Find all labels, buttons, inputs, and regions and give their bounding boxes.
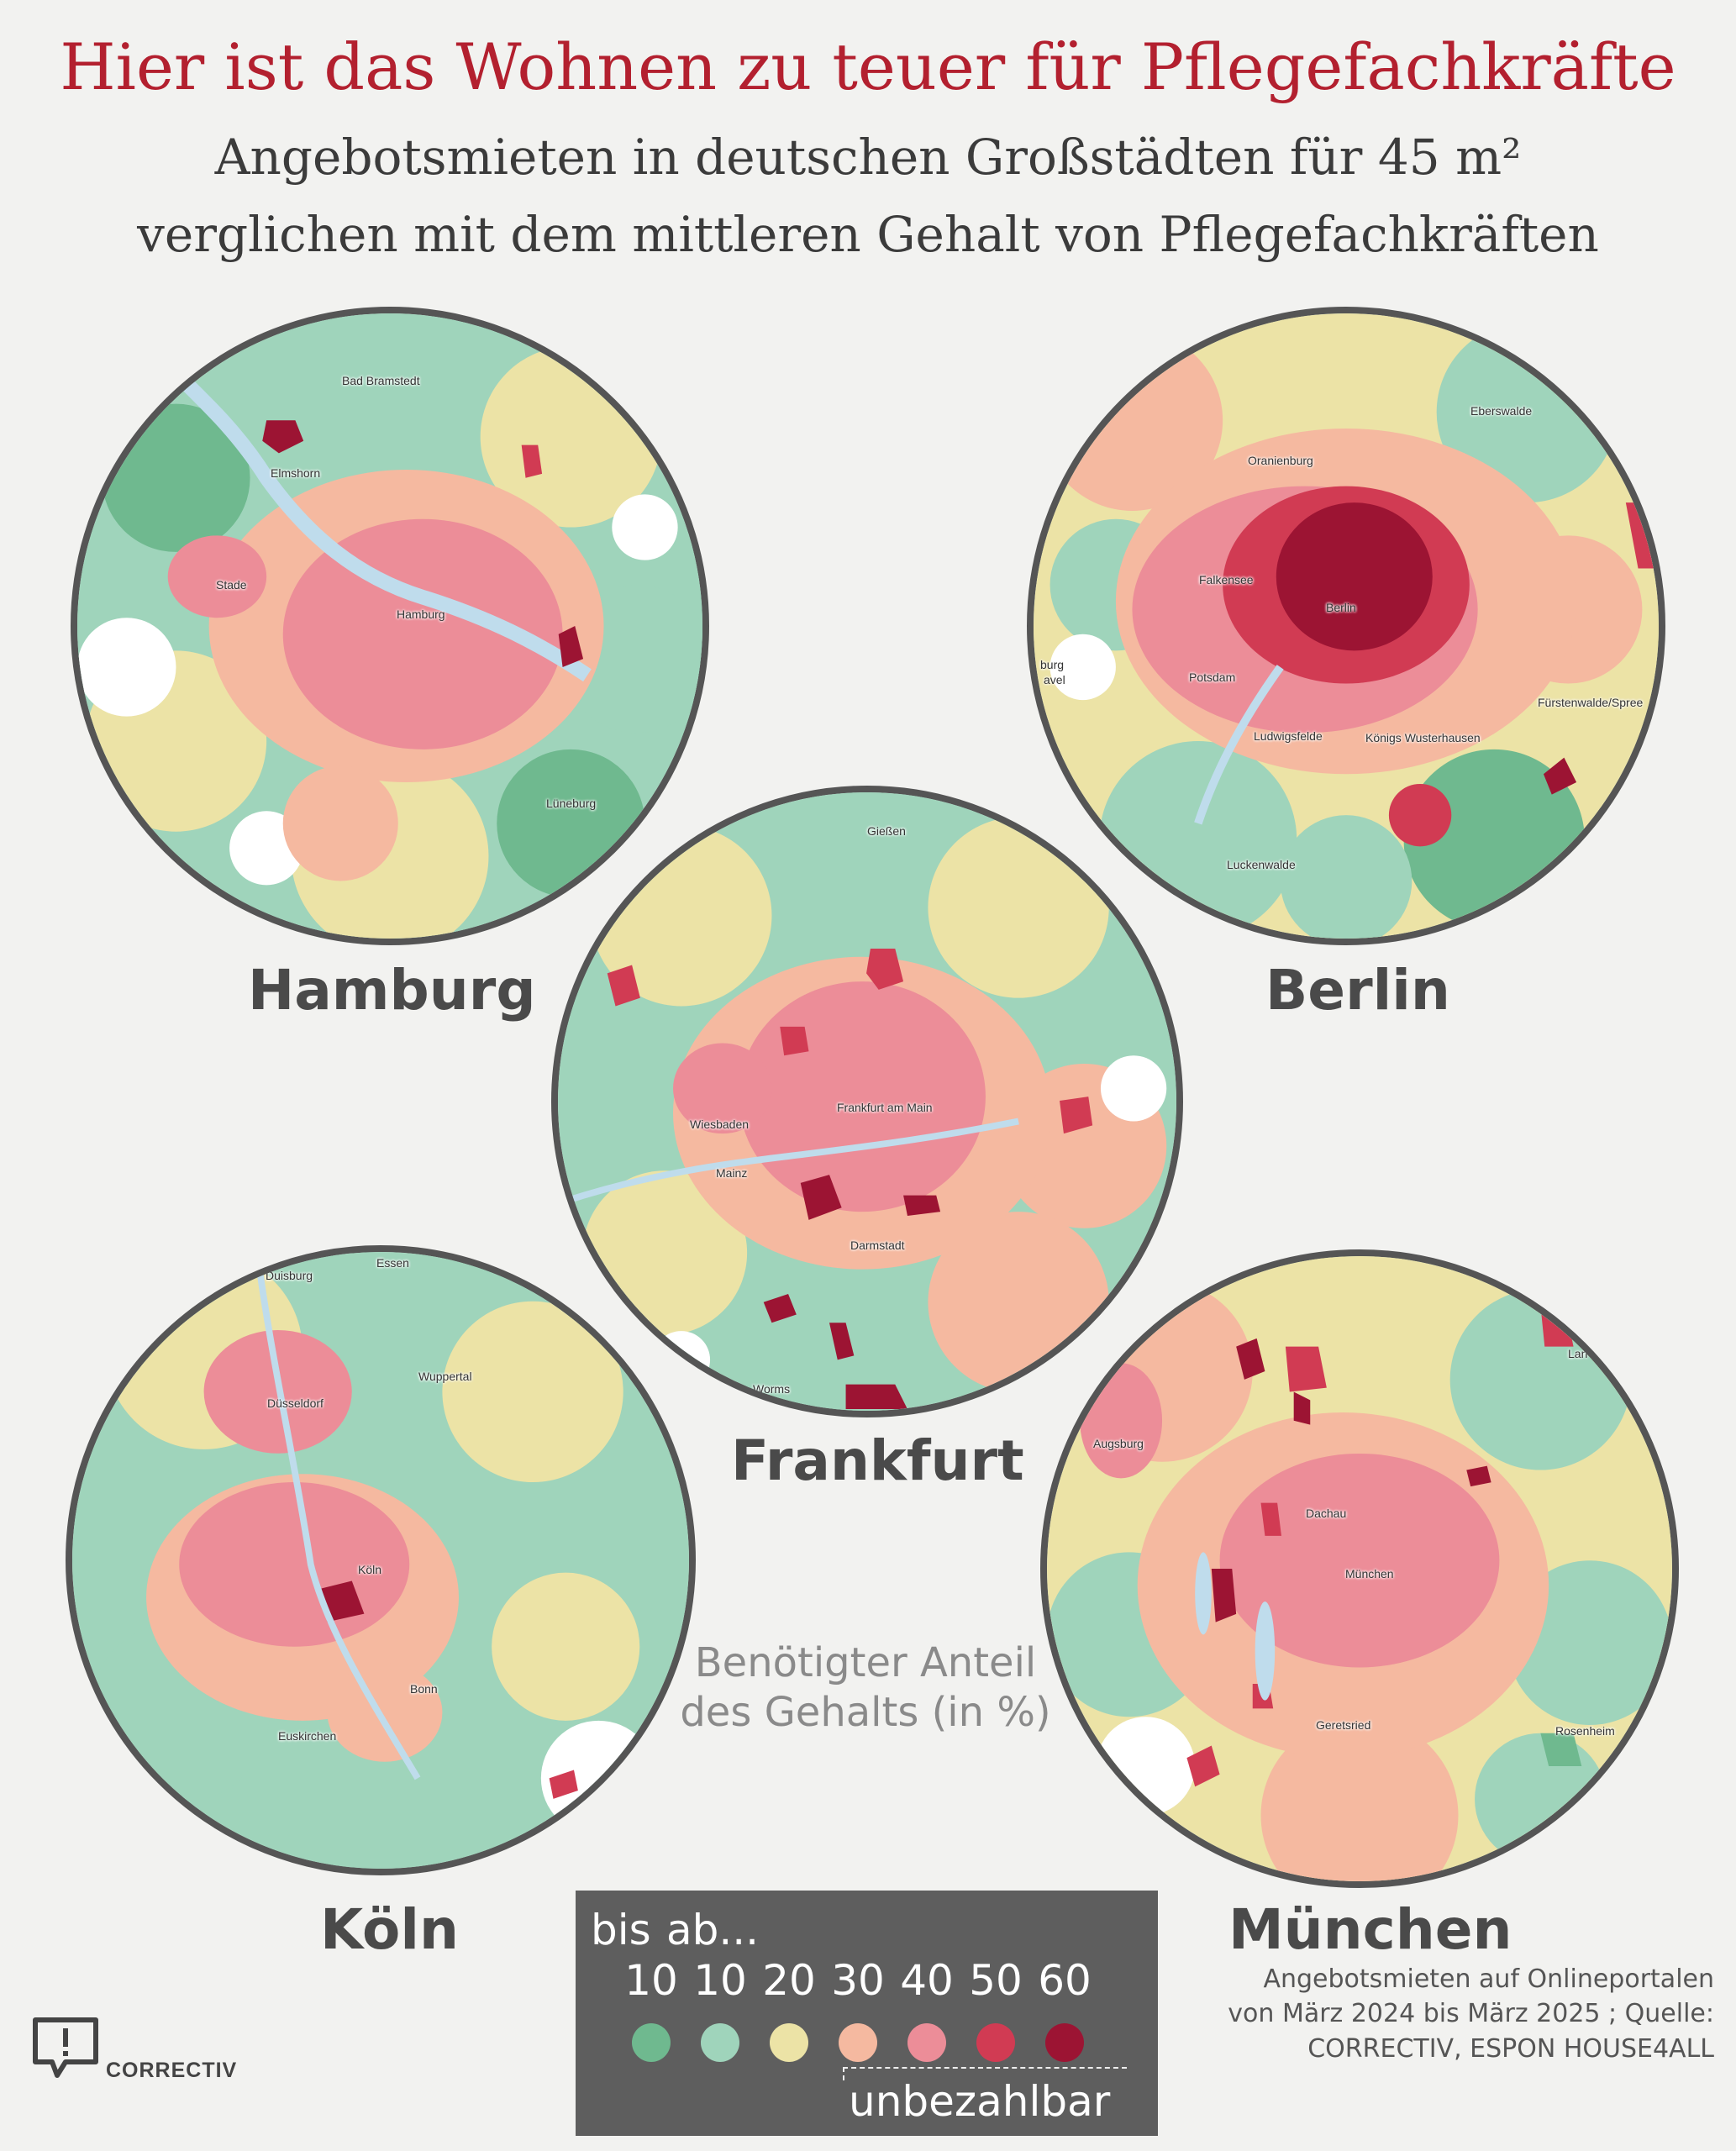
chart-title: Hier ist das Wohnen zu teuer für Pflegef…: [60, 29, 1676, 104]
correctiv-logo-icon: [33, 2017, 98, 2078]
place-label-koeln: Köln: [358, 1563, 382, 1576]
map-hamburg: Bad Bramstedt Elmshorn Stade Hamburg Lün…: [71, 307, 709, 945]
place-label-dachau: Dachau: [1306, 1507, 1347, 1520]
place-label-luckenwalde: Luckenwalde: [1227, 858, 1296, 871]
legend-ab-label: ab...: [666, 1906, 760, 1954]
map-koeln: Duisburg Essen Wuppertal Düsseldorf Köln…: [66, 1245, 696, 1875]
city-label-hamburg: Hamburg: [248, 958, 536, 1023]
chart-subtitle-line-2: verglichen mit dem mittleren Gehalt von …: [137, 206, 1599, 263]
legend-threshold: 50: [969, 1956, 1023, 2005]
muenchen-choropleth: [1047, 1256, 1672, 1881]
place-label-augsburg: Augsburg: [1093, 1437, 1144, 1450]
map-berlin: Eberswalde Oranienburg Falkensee Berlin …: [1027, 307, 1665, 945]
legend-box: bis ab... 10 10 20 30 40 50 60 unbezahlb…: [576, 1891, 1158, 2136]
place-label-wuppertal: Wuppertal: [418, 1370, 472, 1383]
legend-threshold: 40: [900, 1956, 954, 2005]
legend-swatch-from-60: [1045, 2023, 1084, 2062]
map-frankfurt: Gießen Wiesbaden Frankfurt am Main Mainz…: [551, 786, 1183, 1417]
legend-swatch-from-30: [839, 2023, 877, 2062]
legend-swatch-up-to-10: [632, 2023, 671, 2062]
place-label-fuerstenwalde: Fürstenwalde/Spree: [1538, 696, 1644, 709]
legend-heading-line-1: Benötigter Anteil: [694, 1639, 1037, 1686]
place-label-berlin: Berlin: [1326, 601, 1356, 614]
city-label-muenchen: München: [1228, 1897, 1512, 1962]
place-label-elmshorn: Elmshorn: [271, 466, 321, 480]
legend-unaffordable-bracket: [843, 2067, 1127, 2080]
place-label-lan: Lan: [1568, 1347, 1588, 1360]
place-label-worms: Worms: [753, 1382, 791, 1396]
legend-threshold: 10: [693, 1956, 747, 2005]
map-muenchen: Augsburg Lan Dachau München Geretsried R…: [1040, 1249, 1679, 1888]
place-label-avel: avel: [1044, 673, 1065, 686]
place-label-oranienburg: Oranienburg: [1248, 454, 1313, 467]
place-label-muenchen: München: [1345, 1567, 1394, 1580]
legend-heading-line-2: des Gehalts (in %): [680, 1688, 1051, 1736]
place-label-essen: Essen: [376, 1256, 409, 1270]
legend-swatch-from-50: [976, 2023, 1015, 2062]
place-label-euskirchen: Euskirchen: [278, 1729, 337, 1743]
hamburg-choropleth: [77, 313, 702, 939]
place-label-darmstadt: Darmstadt: [850, 1239, 905, 1252]
source-line-2: von März 2024 bis März 2025 ; Quelle:: [1228, 1999, 1714, 2029]
city-label-berlin: Berlin: [1265, 958, 1450, 1023]
place-label-rosenheim: Rosenheim: [1555, 1724, 1615, 1738]
legend-heading: Benötigter Anteil des Gehalts (in %): [613, 1638, 1118, 1737]
place-label-stade: Stade: [216, 578, 247, 592]
city-label-frankfurt: Frankfurt: [731, 1428, 1024, 1493]
place-label-wiesbaden: Wiesbaden: [690, 1118, 750, 1131]
place-label-koenigs-wusterhausen: Königs Wusterhausen: [1365, 731, 1481, 744]
place-label-geretsried: Geretsried: [1316, 1718, 1371, 1732]
source-note: Angebotsmieten auf Onlineportalen von Mä…: [1176, 1962, 1714, 2066]
logo-text: CORRECTIV: [106, 2059, 238, 2082]
place-label-duesseldorf: Düsseldorf: [267, 1396, 324, 1410]
place-label-bad-bramstedt: Bad Bramstedt: [342, 374, 420, 387]
legend-bis-label: bis: [591, 1906, 651, 1954]
legend-threshold: 60: [1038, 1956, 1092, 2005]
place-label-bonn: Bonn: [410, 1682, 438, 1696]
koeln-choropleth: [72, 1252, 689, 1869]
place-label-frankfurt-am-main: Frankfurt am Main: [837, 1101, 933, 1114]
legend-threshold: 30: [831, 1956, 885, 2005]
source-line-1: Angebotsmieten auf Onlineportalen: [1263, 1964, 1714, 1994]
legend-unaffordable-label: unbezahlbar: [849, 2077, 1111, 2126]
berlin-choropleth: [1034, 313, 1659, 939]
place-label-mainz: Mainz: [716, 1166, 748, 1180]
source-line-3: CORRECTIV, ESPON HOUSE4ALL: [1307, 2033, 1714, 2064]
legend-swatch-from-40: [907, 2023, 946, 2062]
legend-swatch-from-20: [770, 2023, 808, 2062]
place-label-giessen: Gießen: [867, 824, 906, 838]
place-label-eberswalde: Eberswalde: [1470, 404, 1533, 418]
place-label-falkensee: Falkensee: [1199, 573, 1254, 586]
legend-threshold: 10: [624, 1956, 678, 2005]
place-label-hamburg: Hamburg: [397, 607, 445, 621]
place-label-duisburg: Duisburg: [266, 1269, 313, 1282]
city-label-koeln: Köln: [320, 1897, 459, 1962]
chart-subtitle-line-1: Angebotsmieten in deutschen Großstädten …: [214, 129, 1522, 186]
place-label-ludwigsfelde: Ludwigsfelde: [1254, 729, 1323, 743]
legend-threshold: 20: [762, 1956, 816, 2005]
place-label-burg: burg: [1040, 658, 1065, 671]
legend-swatch-from-10: [701, 2023, 739, 2062]
place-label-potsdam: Potsdam: [1189, 671, 1236, 684]
